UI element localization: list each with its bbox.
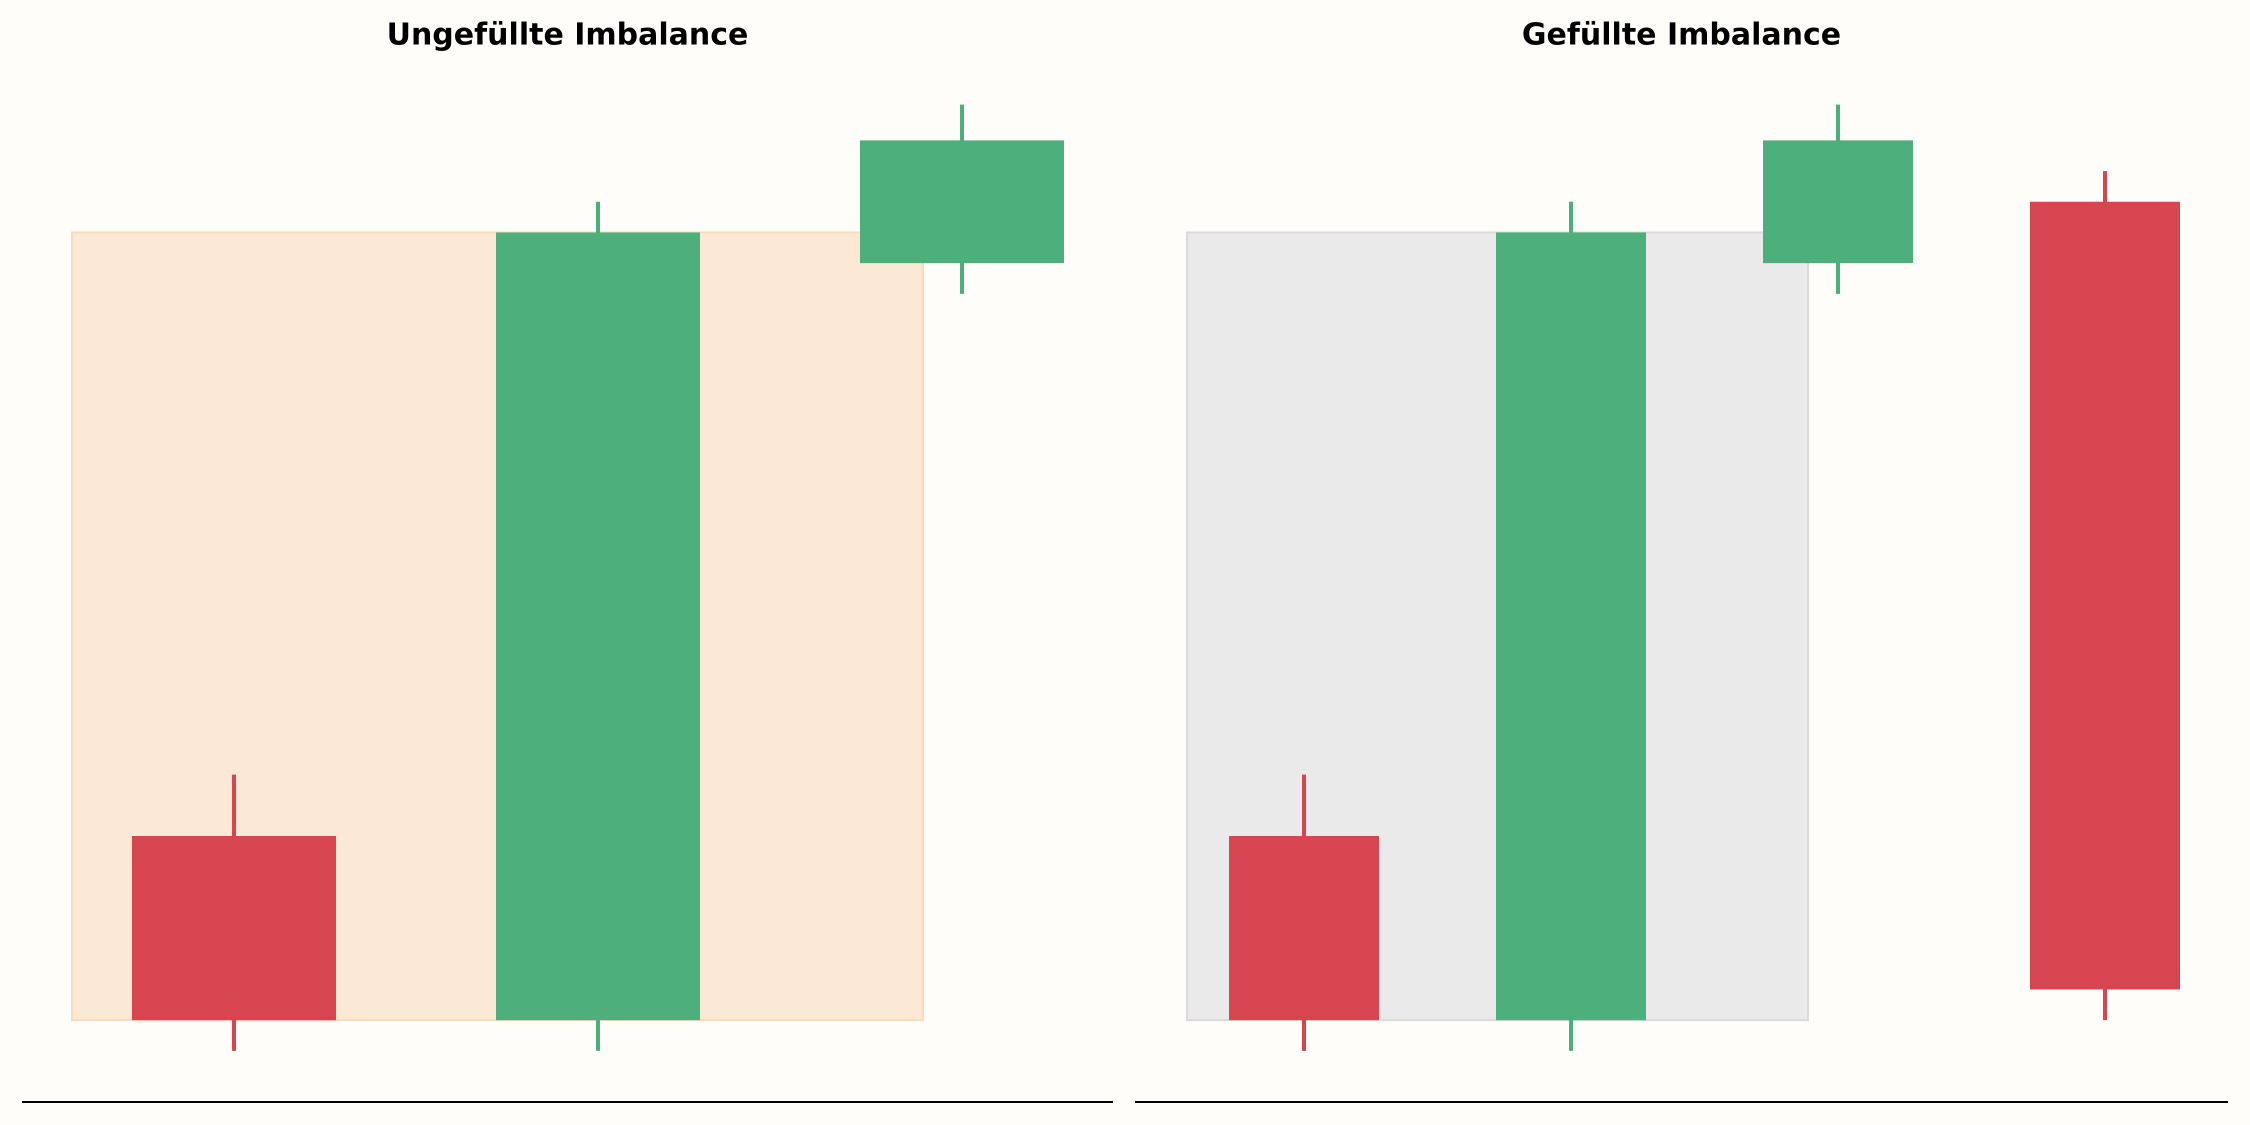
- candle-body: [1229, 836, 1379, 1021]
- candle-body: [1496, 232, 1646, 1021]
- candle-body: [860, 140, 1064, 264]
- chart-title: Ungefüllte Imbalance: [387, 18, 749, 53]
- candle-body: [1763, 140, 1913, 264]
- candle-body: [496, 232, 700, 1021]
- candle-body: [2030, 201, 2180, 990]
- candle-body: [132, 836, 336, 1021]
- chart-title: Gefüllte Imbalance: [1522, 18, 1841, 53]
